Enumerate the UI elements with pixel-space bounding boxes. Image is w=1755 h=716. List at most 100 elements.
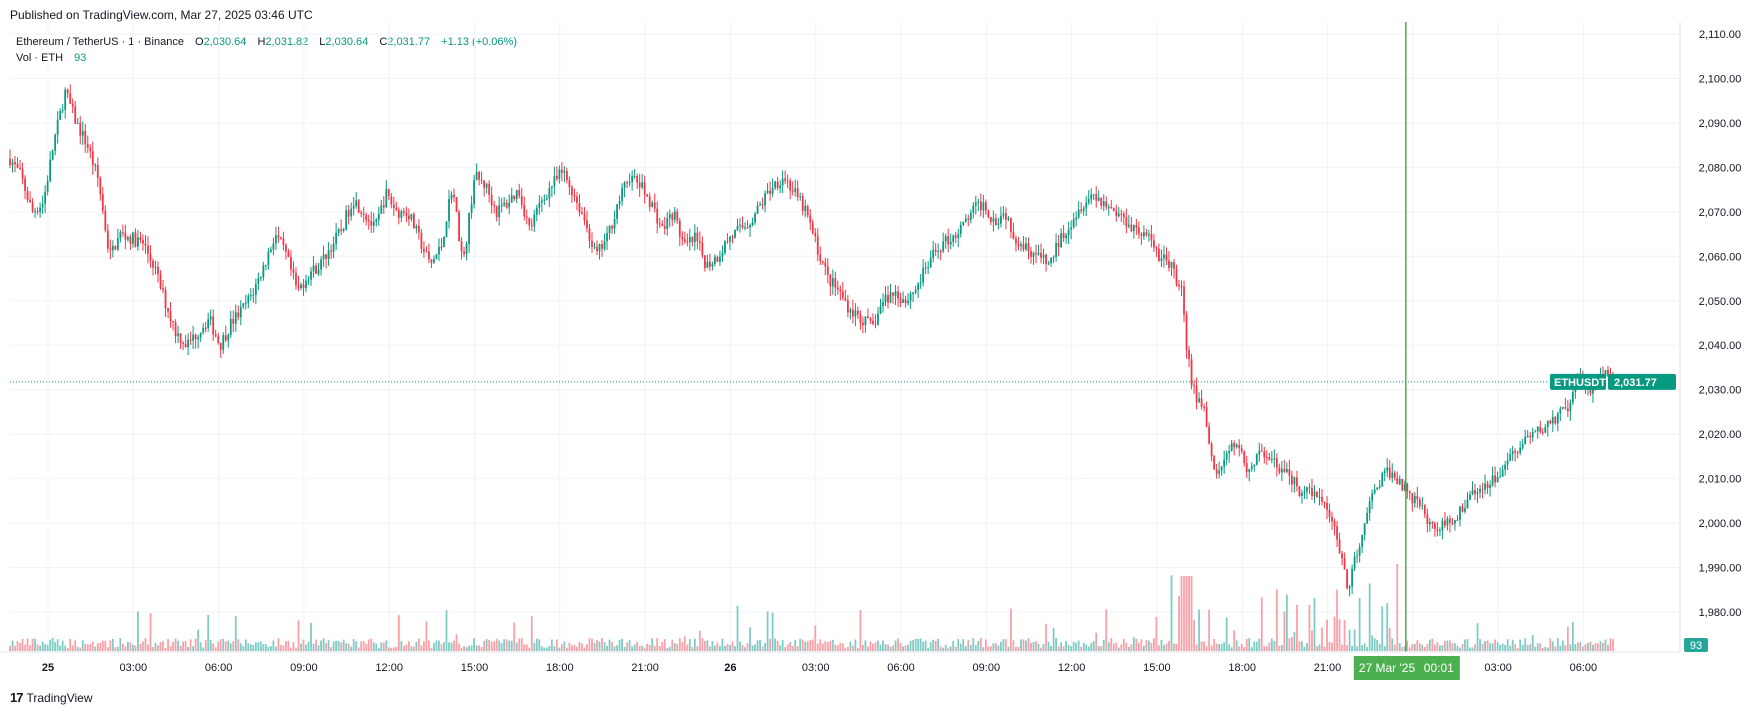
candle-body bbox=[804, 206, 807, 211]
volume-bar bbox=[1589, 641, 1592, 651]
candle-body bbox=[1479, 488, 1481, 493]
volume-bar bbox=[1551, 641, 1554, 651]
footer-brand[interactable]: 17 TradingView bbox=[10, 690, 93, 705]
candle-body bbox=[618, 200, 621, 205]
volume-bar bbox=[1484, 641, 1486, 651]
candle-body bbox=[1193, 385, 1195, 387]
volume-bar bbox=[9, 645, 11, 651]
candle-body bbox=[1017, 243, 1020, 247]
volume-bar bbox=[1604, 639, 1607, 651]
volume-bar bbox=[44, 644, 47, 651]
volume-bar bbox=[450, 642, 453, 651]
volume-bar bbox=[631, 646, 634, 651]
volume-bar bbox=[676, 643, 679, 651]
volume-bar bbox=[1509, 645, 1512, 651]
volume-bar bbox=[1245, 639, 1248, 651]
volume-bar bbox=[964, 646, 967, 651]
candle-body bbox=[929, 257, 932, 268]
volume-bar bbox=[485, 639, 488, 651]
candle-body bbox=[663, 226, 666, 229]
candle-body bbox=[877, 313, 879, 325]
volume-bar bbox=[1293, 632, 1296, 651]
candle-body bbox=[513, 195, 516, 200]
candle-body bbox=[1449, 518, 1451, 523]
volume-bar bbox=[1067, 645, 1070, 651]
volume-bar bbox=[320, 640, 322, 651]
volume-bar bbox=[1092, 641, 1095, 651]
volume-bar bbox=[1423, 646, 1426, 651]
candle-body bbox=[217, 336, 220, 343]
candle-body bbox=[686, 241, 689, 243]
volume-bar bbox=[1027, 638, 1030, 651]
candle-body bbox=[1356, 555, 1359, 557]
candle-body bbox=[791, 190, 794, 192]
volume-bar bbox=[167, 639, 169, 651]
candle-body bbox=[596, 246, 598, 252]
volume-bar bbox=[904, 645, 907, 651]
candle-body bbox=[834, 278, 837, 288]
volume-bar bbox=[1255, 641, 1258, 651]
volume-bar bbox=[1486, 640, 1489, 651]
volume-bar bbox=[1574, 644, 1577, 651]
volume-bar bbox=[874, 642, 877, 651]
volume-bar bbox=[1566, 626, 1569, 651]
volume-bar bbox=[942, 647, 945, 651]
volume-bar bbox=[101, 640, 104, 651]
candle-body bbox=[380, 205, 383, 214]
candle-body bbox=[468, 212, 470, 245]
candle-body bbox=[1524, 436, 1527, 444]
candle-body bbox=[829, 274, 832, 287]
volume-bar bbox=[967, 639, 970, 651]
legend-volume-label[interactable]: Vol · ETH bbox=[16, 52, 64, 64]
volume-bar bbox=[1145, 639, 1148, 651]
candle-body bbox=[1313, 491, 1316, 497]
volume-bar bbox=[756, 640, 759, 651]
volume-bar bbox=[1343, 619, 1346, 651]
volume-bar bbox=[1082, 642, 1085, 651]
volume-bar bbox=[646, 643, 649, 651]
volume-bar bbox=[1030, 642, 1032, 651]
candle-body bbox=[874, 323, 877, 325]
candle-body bbox=[26, 190, 29, 200]
legend-symbol[interactable]: Ethereum / TetherUS · 1 · Binance bbox=[16, 36, 184, 48]
time-tick-label: 06:00 bbox=[205, 662, 233, 674]
volume-bar bbox=[204, 639, 207, 651]
candle-body bbox=[774, 181, 777, 188]
candle-body bbox=[626, 182, 629, 184]
candle-body bbox=[109, 248, 112, 251]
candle-body bbox=[1361, 534, 1364, 548]
candle-body bbox=[545, 198, 548, 200]
volume-bar bbox=[1504, 644, 1507, 651]
candle-body bbox=[1150, 234, 1153, 241]
candle-body bbox=[633, 175, 636, 177]
volume-bar bbox=[252, 645, 255, 651]
candle-body bbox=[987, 210, 990, 218]
volume-bar bbox=[1607, 644, 1609, 651]
candle-body bbox=[621, 187, 624, 201]
volume-bar bbox=[819, 639, 822, 651]
volume-bar bbox=[418, 638, 420, 651]
candle-body bbox=[1333, 521, 1336, 527]
crosshair-time: 00:01 bbox=[1424, 661, 1454, 675]
volume-bar bbox=[147, 644, 149, 651]
volume-bar bbox=[603, 642, 606, 651]
volume-bar bbox=[335, 640, 338, 651]
volume-bar bbox=[884, 644, 887, 651]
volume-bar bbox=[829, 640, 832, 651]
candle-body bbox=[1052, 257, 1055, 259]
volume-bar bbox=[1150, 643, 1153, 651]
candle-body bbox=[1285, 469, 1288, 472]
volume-bar bbox=[796, 646, 799, 651]
volume-bar bbox=[109, 640, 112, 651]
volume-bar bbox=[939, 646, 942, 651]
volume-bar bbox=[1331, 642, 1333, 651]
price-tick-label: 2,020.00 bbox=[1699, 429, 1742, 441]
volume-bar bbox=[1296, 604, 1298, 651]
volume-bar bbox=[428, 640, 430, 651]
volume-bar bbox=[759, 639, 761, 651]
volume-bar bbox=[678, 638, 681, 651]
candle-body bbox=[1030, 250, 1032, 257]
volume-bar bbox=[656, 638, 659, 651]
candle-body bbox=[104, 210, 107, 231]
